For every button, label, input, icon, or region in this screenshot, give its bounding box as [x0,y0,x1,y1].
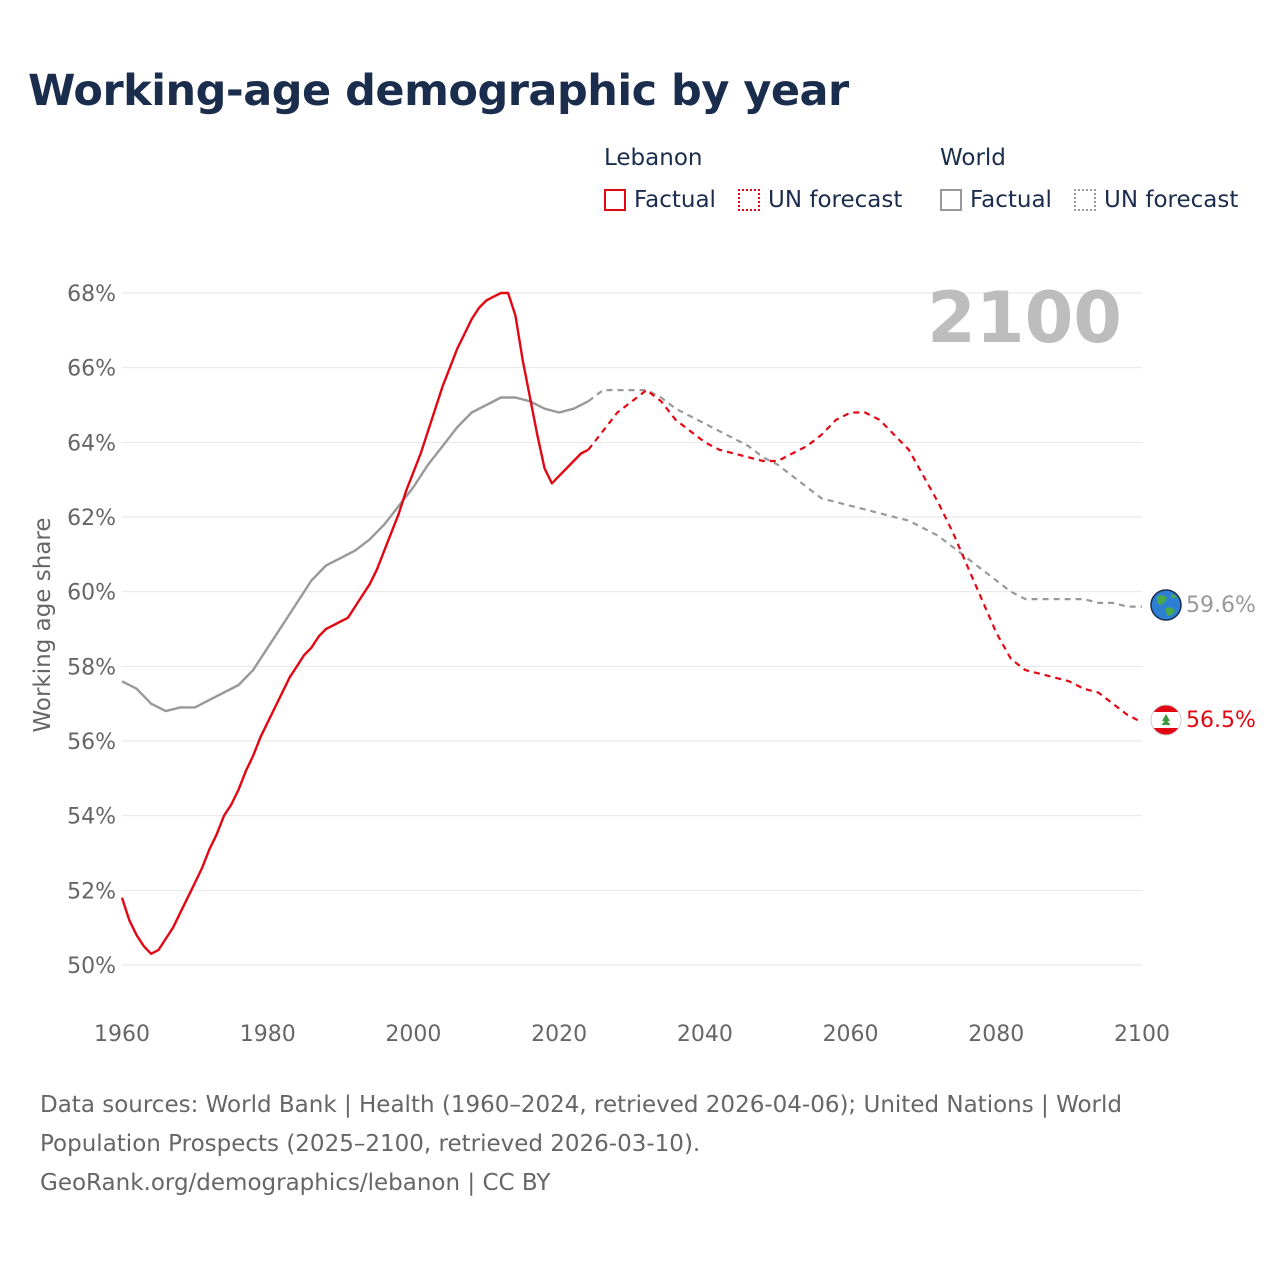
footer-source: Data sources: World Bank | Health (1960–… [40,1086,1240,1203]
world-end-marker: 59.6% [1150,589,1256,621]
x-tick-label: 2100 [1114,1022,1170,1047]
x-axis-ticks: 1960 1980 2000 2020 2040 2060 2080 2100 [94,1022,1170,1047]
legend-label-world-forecast: UN forecast [1104,187,1239,213]
x-tick-label: 2020 [531,1022,587,1047]
footer-line-3[interactable]: GeoRank.org/demographics/lebanon | CC BY [40,1170,551,1196]
legend-lebanon-factual[interactable]: Factual [604,187,716,213]
x-tick-label: 1980 [240,1022,296,1047]
legend-world-forecast[interactable]: UN forecast [1074,187,1238,213]
footer-line-2: Population Prospects (2025–2100, retriev… [40,1131,701,1157]
legend-lebanon-forecast[interactable]: UN forecast [738,187,902,213]
world-factual-line [121,396,589,713]
y-tick-label: 68% [67,282,116,307]
legend-label-world-factual: Factual [970,187,1052,213]
y-tick-label: 52% [67,879,116,904]
line-chart: 50% 52% 54% 56% 58% 60% 62% 64% 66% 68% 1960 1980 2… [30,277,1256,1047]
x-tick-label: 2040 [677,1022,733,1047]
legend-swatch-world-factual [940,189,962,211]
world-forecast-line [587,389,1142,608]
lebanon-end-marker: 56.5% [1150,704,1256,736]
legend-world-factual[interactable]: Factual [940,187,1052,213]
legend-swatch-lebanon-factual [604,189,626,211]
y-tick-label: 62% [67,506,116,531]
y-axis-label: Working age share [30,517,56,732]
legend-label-lebanon-forecast: UN forecast [768,187,903,213]
legend-swatch-world-forecast [1074,189,1096,211]
x-tick-label: 2080 [968,1022,1024,1047]
x-tick-label: 2000 [385,1022,441,1047]
y-tick-label: 64% [67,431,116,456]
y-tick-label: 58% [67,655,116,680]
legend-label-lebanon-factual: Factual [634,187,716,213]
year-badge: 2100 [927,277,1122,359]
lebanon-end-label: 56.5% [1186,708,1256,733]
legend-group-world: World [940,145,1006,171]
legend-group-lebanon: Lebanon [604,145,703,171]
world-end-label: 59.6% [1186,593,1256,618]
y-tick-label: 54% [67,805,116,830]
gridlines [122,292,1142,966]
x-tick-label: 1960 [94,1022,150,1047]
y-tick-label: 50% [67,954,116,979]
footer-line-1: Data sources: World Bank | Health (1960–… [40,1092,1122,1118]
x-tick-label: 2060 [823,1022,879,1047]
chart-title: Working-age demographic by year [28,66,849,116]
y-axis-ticks: 50% 52% 54% 56% 58% 60% 62% 64% 66% 68% [67,282,116,979]
series-lines [120,291,1143,955]
lebanon-forecast-line [587,389,1143,724]
y-tick-label: 56% [67,730,116,755]
y-tick-label: 60% [67,581,116,606]
globe-icon [1150,589,1182,621]
y-tick-label: 66% [67,357,116,382]
lebanon-flag-icon [1150,704,1182,736]
lebanon-factual-line [120,291,589,955]
legend-swatch-lebanon-forecast [738,189,760,211]
